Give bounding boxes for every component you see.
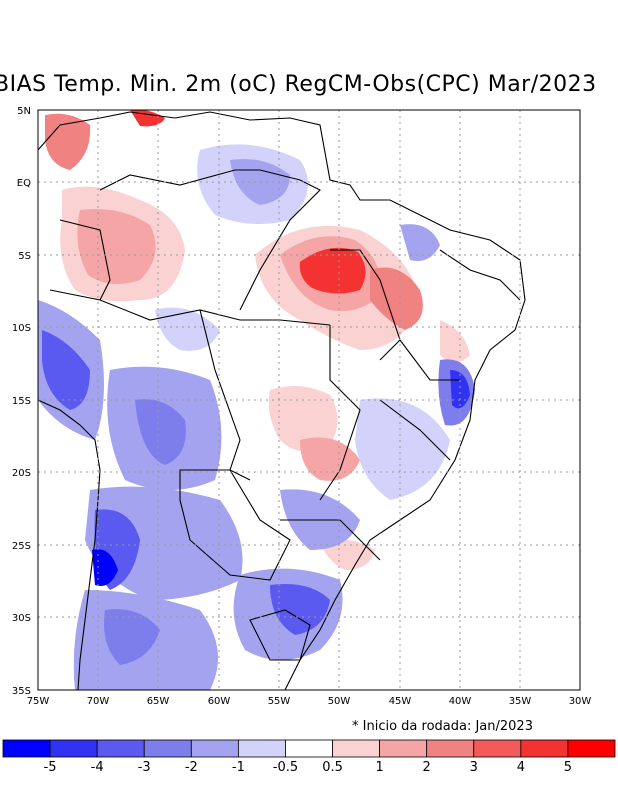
colorbar-swatch: [426, 739, 475, 758]
lon-label: 30W: [569, 696, 592, 707]
lon-label: 65W: [147, 696, 170, 707]
map-title: BIAS Temp. Min. 2m (oC) RegCM-Obs(CPC) M…: [0, 72, 597, 97]
lon-label: 70W: [87, 696, 110, 707]
bias-field: [38, 110, 475, 690]
lon-label: 45W: [389, 696, 412, 707]
cold-anomaly-amazonas-small: [155, 307, 220, 351]
colorbar-swatch: [473, 739, 522, 758]
border-paraguay: [179, 469, 291, 581]
warm-anomaly-ne: [440, 320, 470, 363]
lat-label: 5S: [18, 251, 31, 262]
warm-anomaly-goias: [300, 437, 360, 481]
lon-label: 75W: [27, 696, 50, 707]
cold-anomaly-argentina-core: [104, 609, 160, 665]
border-states-3: [319, 325, 361, 501]
lat-label: 15S: [12, 396, 31, 407]
lat-label: 20S: [12, 468, 31, 479]
lon-label: 40W: [449, 696, 472, 707]
colorbar-swatch: [520, 739, 569, 758]
colorbar-swatch: [567, 739, 616, 758]
coastline: [38, 111, 526, 690]
cold-anomaly-peru-core: [42, 330, 90, 410]
colorbar-label: 1: [375, 760, 383, 775]
colorbar-swatch: [237, 739, 286, 758]
border-states-2: [399, 339, 460, 381]
colorbar-swatch: [96, 739, 145, 758]
lat-label: EQ: [17, 178, 31, 189]
warm-anomaly-tocantins-core: [299, 247, 366, 294]
cold-anomaly-bolivia-core: [135, 399, 186, 465]
cold-anomaly-minas: [355, 398, 450, 500]
colorbar: -5 -4 -3 -2 -1 -0.5 0.5 1 2 3 4 5: [2, 739, 616, 775]
lon-axis: 75W 70W 65W 60W 55W 50W 45W 40W 35W 30W: [27, 696, 592, 707]
colorbar-label: -5: [44, 760, 57, 775]
colorbar-label: 2: [423, 760, 431, 775]
warm-anomaly-central: [268, 386, 338, 452]
graticule: [38, 110, 580, 690]
border-states-6: [439, 249, 521, 301]
cold-anomaly-chile-core: [92, 549, 118, 586]
border-states-4: [379, 399, 451, 461]
warm-anomaly-sao-paulo: [320, 538, 375, 570]
colorbar-label: 0.5: [322, 760, 343, 775]
colorbar-label: 4: [517, 760, 525, 775]
border-states-1: [330, 249, 401, 361]
lat-label: 35S: [12, 686, 31, 697]
colorbar-swatch: [143, 739, 192, 758]
colorbar-label: -2: [185, 760, 198, 775]
lat-label: 10S: [12, 323, 31, 334]
cold-anomaly-rs-core: [270, 584, 330, 635]
colorbar-label: -4: [91, 760, 104, 775]
warm-anomaly-nw-corner: [45, 113, 91, 170]
run-start-note: * Inicio da rodada: Jan/2023: [352, 719, 533, 734]
colorbar-swatch: [190, 739, 239, 758]
border-guianas: [235, 169, 321, 311]
colorbar-label: -1: [232, 760, 245, 775]
warm-anomaly-maranhao: [370, 267, 423, 330]
lat-label: 5N: [17, 106, 31, 117]
border-brazil-bolivia: [199, 309, 251, 481]
lon-label: 60W: [208, 696, 231, 707]
colorbar-swatch: [332, 739, 381, 758]
bias-map: 5N EQ 5S 10S 15S 20S 25S 30S 35S 75W 70W…: [12, 106, 592, 707]
lat-label: 25S: [12, 541, 31, 552]
colorbar-label: -3: [138, 760, 151, 775]
map-frame: [37, 109, 581, 691]
colorbar-swatch: [2, 739, 51, 758]
lon-label: 55W: [268, 696, 291, 707]
colorbar-label: 5: [564, 760, 572, 775]
colorbar-label: 3: [470, 760, 478, 775]
warm-anomaly-north-amazon-core: [77, 209, 156, 284]
colorbar-swatch: [49, 739, 98, 758]
colorbar-swatch: [379, 739, 428, 758]
border-states-5: [280, 519, 381, 561]
lon-label: 50W: [328, 696, 351, 707]
lat-axis: 5N EQ 5S 10S 15S 20S 25S 30S 35S: [12, 106, 31, 697]
border-uruguay: [249, 609, 311, 661]
lon-label: 35W: [509, 696, 532, 707]
warm-anomaly-colombia: [130, 110, 165, 127]
lat-label: 30S: [12, 613, 31, 624]
border-venezuela: [99, 169, 236, 191]
colorbar-swatch: [285, 739, 333, 758]
colorbar-label: -0.5: [273, 760, 298, 775]
cold-anomaly-ceara: [400, 224, 440, 261]
